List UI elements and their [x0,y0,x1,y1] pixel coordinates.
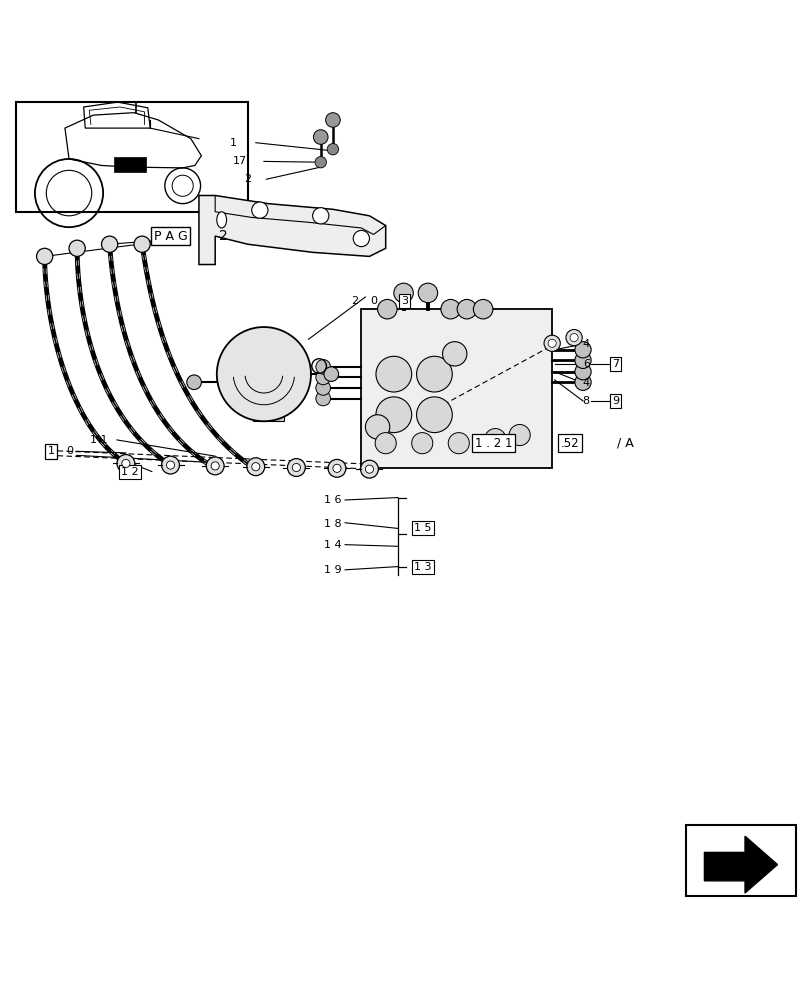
Circle shape [416,356,452,392]
Circle shape [565,329,581,346]
Text: 9: 9 [611,396,618,406]
Circle shape [377,299,397,319]
Circle shape [315,391,330,406]
Circle shape [375,397,411,433]
Bar [361,309,551,468]
Circle shape [543,335,560,351]
Circle shape [101,236,118,252]
Circle shape [457,299,476,319]
Circle shape [393,283,413,303]
Text: 2: 2 [351,296,358,306]
Polygon shape [199,196,385,265]
Text: 1: 1 [230,138,236,148]
Circle shape [547,339,556,347]
Circle shape [117,455,135,472]
Circle shape [122,459,130,468]
Text: 1 3: 1 3 [414,562,431,572]
Circle shape [166,461,174,469]
Circle shape [574,374,590,390]
Text: / A: / A [616,437,633,450]
Circle shape [365,415,389,439]
Bar [114,157,146,172]
Text: 0: 0 [370,296,376,306]
Circle shape [574,342,590,358]
Circle shape [313,130,328,144]
Circle shape [251,202,268,218]
Circle shape [287,459,305,476]
Ellipse shape [217,212,226,228]
Circle shape [206,457,224,475]
Text: 4: 4 [582,378,589,388]
Text: 2: 2 [244,174,251,184]
Circle shape [484,429,505,450]
Circle shape [411,433,432,454]
Circle shape [365,465,373,473]
Circle shape [36,248,53,265]
Circle shape [312,208,328,224]
Circle shape [375,433,396,454]
Bar [253,407,284,421]
Circle shape [211,462,219,470]
Text: .52: .52 [560,437,578,450]
Polygon shape [703,836,777,893]
Text: 2: 2 [219,229,227,243]
Circle shape [315,157,326,168]
Circle shape [448,433,469,454]
Circle shape [442,342,466,366]
Circle shape [418,283,437,303]
Circle shape [327,144,338,155]
Text: P A G: P A G [153,230,187,243]
Text: 1 1: 1 1 [90,435,108,445]
Circle shape [360,460,378,478]
Circle shape [315,381,330,395]
Circle shape [292,463,300,472]
Circle shape [69,240,85,256]
Circle shape [574,352,590,368]
Circle shape [574,364,590,380]
Circle shape [328,459,345,477]
Text: 7: 7 [611,359,618,369]
Text: 1: 1 [47,446,54,456]
Text: 1 9: 1 9 [324,565,341,575]
Text: 0: 0 [67,446,74,456]
Circle shape [440,299,460,319]
Circle shape [134,236,150,252]
Circle shape [569,334,577,342]
Circle shape [315,370,330,385]
Circle shape [508,424,530,446]
Circle shape [325,113,340,127]
Circle shape [353,230,369,247]
Circle shape [333,464,341,472]
Text: 1 8: 1 8 [324,519,341,529]
Text: 3: 3 [401,296,407,306]
Bar [685,825,795,896]
Circle shape [247,458,264,476]
Text: 1 4: 1 4 [324,540,341,550]
Circle shape [473,299,492,319]
Circle shape [187,375,201,390]
Text: 6: 6 [582,359,589,369]
Text: 8: 8 [582,396,589,406]
Circle shape [416,397,452,433]
Text: 1 6: 1 6 [324,495,341,505]
Text: 17: 17 [232,156,247,166]
Text: 1 . 2 1: 1 . 2 1 [474,437,512,450]
Circle shape [161,456,179,474]
Text: 1 5: 1 5 [414,523,431,533]
Circle shape [375,356,411,392]
Text: 4: 4 [582,339,589,349]
Circle shape [217,327,311,421]
Circle shape [324,367,338,381]
Circle shape [251,463,260,471]
Bar [16,102,247,212]
Circle shape [315,360,330,374]
Text: 1 2: 1 2 [121,467,139,477]
